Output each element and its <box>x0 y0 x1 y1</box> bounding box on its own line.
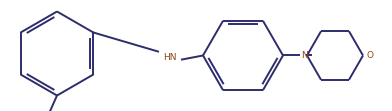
Text: O: O <box>367 51 374 60</box>
Text: HN: HN <box>163 53 177 62</box>
Text: N: N <box>301 51 309 60</box>
